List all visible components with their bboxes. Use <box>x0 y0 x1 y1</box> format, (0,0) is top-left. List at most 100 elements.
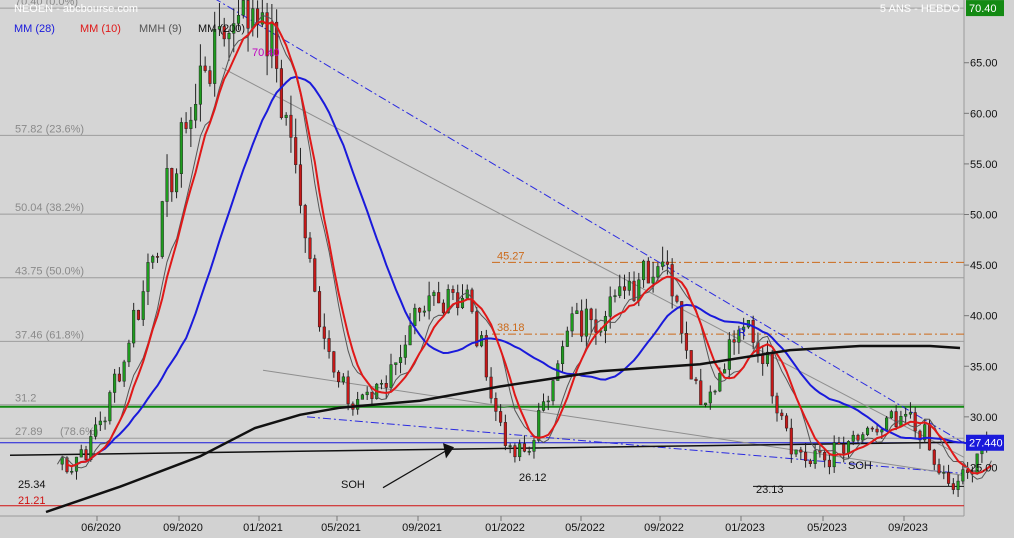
candle-body <box>584 308 588 337</box>
candle-body <box>937 464 941 474</box>
candle-body <box>303 205 307 239</box>
candlesticks <box>60 0 994 497</box>
legend-ma28: MM (28) <box>14 23 55 35</box>
candle-body <box>460 297 465 309</box>
candle-body <box>908 412 912 415</box>
candle-body <box>103 420 107 423</box>
candle-body <box>670 264 674 297</box>
candle-body <box>284 114 288 118</box>
fib-label: 43.75 (50.0%) <box>15 266 84 278</box>
candle-body <box>680 301 684 334</box>
y-tick-label: 60.00 <box>970 108 998 120</box>
candle-body <box>651 276 655 284</box>
candle-body <box>398 357 403 363</box>
candle-body <box>208 70 212 84</box>
candle-body <box>475 311 479 347</box>
candle-body <box>441 302 445 314</box>
candle-body <box>956 480 960 490</box>
candle-body <box>170 168 174 193</box>
legend: MM (28) MM (10) MMH (9) MM (200) <box>14 23 245 35</box>
candle-body <box>213 29 217 84</box>
candle-body <box>89 436 93 460</box>
legend-mmh9: MMH (9) <box>139 23 182 35</box>
candle-body <box>232 23 236 34</box>
candle-body <box>613 295 617 298</box>
candle-body <box>618 286 622 296</box>
x-tick-label: 06/2020 <box>81 522 121 534</box>
y-tick-label: 25.00 <box>970 462 998 474</box>
candle-body <box>589 308 593 321</box>
candle-body <box>418 307 422 313</box>
candle-body <box>565 330 569 347</box>
fib-label: 50.04 (38.2%) <box>15 202 84 214</box>
candle-body <box>384 383 388 388</box>
x-tick-label: 01/2023 <box>725 522 765 534</box>
candle-body <box>141 291 145 320</box>
candle-body <box>151 256 155 263</box>
candle-body <box>556 363 560 381</box>
ma10-line <box>66 20 992 475</box>
candle-body <box>60 457 64 465</box>
y-tick-label: 65.00 <box>970 58 998 70</box>
x-tick-label: 01/2021 <box>243 522 283 534</box>
candle-body <box>856 434 860 441</box>
candle-body <box>732 339 736 343</box>
candle-body <box>298 164 303 206</box>
candle-body <box>394 362 398 365</box>
chart-title: NEOEN - abcbourse.com <box>14 3 138 15</box>
candle-body <box>537 410 541 441</box>
candle-body <box>241 0 245 16</box>
level-label: 21.21 <box>18 495 46 507</box>
support-trendline <box>306 416 965 475</box>
candle-body <box>227 33 231 40</box>
price-box <box>966 0 1004 17</box>
y-tick-label: 30.00 <box>970 412 998 424</box>
candle-body <box>837 442 841 445</box>
candle-body <box>518 443 522 458</box>
candle-body <box>179 122 183 174</box>
candle-body <box>389 364 393 388</box>
candle-body <box>222 26 226 40</box>
low-label-2022: 26.12 <box>519 472 547 484</box>
candle-body <box>870 427 874 430</box>
candle-body <box>437 292 441 304</box>
candle-body <box>108 392 112 422</box>
soh-neckline <box>9 441 965 457</box>
candle-body <box>699 380 703 406</box>
candle-body <box>422 310 426 313</box>
candle-body <box>503 422 507 446</box>
candle-body <box>665 261 669 265</box>
candle-body <box>932 449 936 465</box>
candle-body <box>127 342 131 363</box>
candle-body <box>961 469 965 482</box>
candle-body <box>337 371 341 383</box>
candle-body <box>942 472 946 474</box>
grey-trendline-lower <box>262 369 965 477</box>
candle-body <box>703 402 708 406</box>
candle-body <box>236 15 241 24</box>
resistance-trendline <box>216 0 965 444</box>
candle-body <box>446 289 450 314</box>
y-tick-label: 40.00 <box>970 311 998 323</box>
candle-body <box>136 309 141 320</box>
candle-body <box>408 325 412 346</box>
candle-body <box>770 351 774 397</box>
low-label-2023: 23.13 <box>756 484 784 496</box>
level-label: 45.27 <box>497 250 525 262</box>
fib-label: 37.46 (61.8%) <box>15 329 84 341</box>
x-tick-label: 05/2021 <box>321 522 361 534</box>
candle-body <box>880 429 884 433</box>
candle-body <box>370 391 374 399</box>
x-tick-label: 09/2020 <box>163 522 203 534</box>
candle-body <box>313 258 317 292</box>
candle-body <box>317 291 322 328</box>
candle-body <box>575 310 579 315</box>
candle-body <box>499 411 503 423</box>
soh-label: SOH <box>848 460 872 472</box>
candle-body <box>627 280 631 291</box>
candle-body <box>675 295 679 302</box>
soh-arrow <box>382 449 448 489</box>
candle-body <box>403 344 407 358</box>
resistance-label: R <box>738 327 746 339</box>
candle-body <box>198 65 202 105</box>
